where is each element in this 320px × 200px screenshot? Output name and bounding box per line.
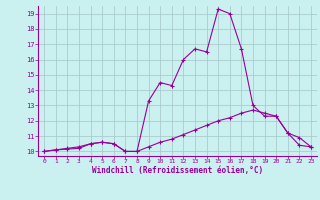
X-axis label: Windchill (Refroidissement éolien,°C): Windchill (Refroidissement éolien,°C) (92, 166, 263, 175)
